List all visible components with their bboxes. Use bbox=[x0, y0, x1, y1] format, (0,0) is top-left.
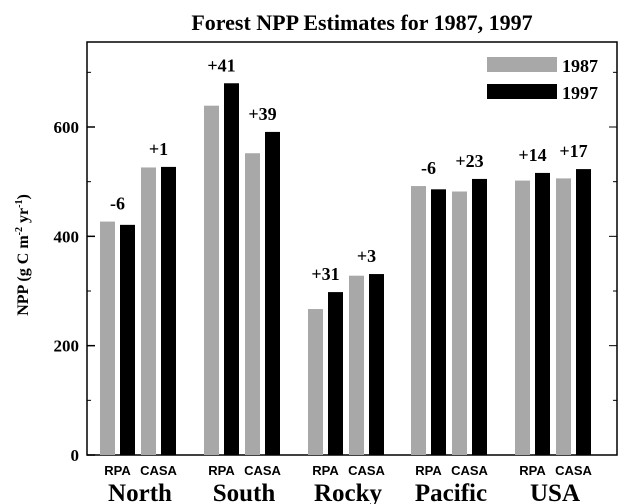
svg-text:NPP (g C m-2 yr-1): NPP (g C m-2 yr-1) bbox=[14, 194, 32, 316]
model-label: RPA bbox=[415, 463, 442, 478]
bar-rocky-rpa-1987 bbox=[308, 309, 323, 455]
model-label: RPA bbox=[519, 463, 546, 478]
y-tick-label: 0 bbox=[71, 446, 80, 465]
legend: 1987 1997 bbox=[487, 56, 598, 103]
group-label: North bbox=[108, 480, 172, 504]
x-axis-labels: RPA CASA North RPA CASA South RPA CASA Rocky RPA C… bbox=[104, 463, 592, 504]
change-label: +17 bbox=[559, 141, 587, 161]
y-axis-label-part: ) bbox=[15, 194, 32, 199]
bar-pacific-casa-1987 bbox=[452, 191, 467, 456]
model-label: CASA bbox=[555, 463, 592, 478]
y-tick-label: 600 bbox=[54, 118, 80, 137]
change-label: +39 bbox=[248, 104, 276, 124]
bar-rocky-casa-1987 bbox=[349, 275, 364, 455]
bar-rocky-casa-1997 bbox=[369, 274, 384, 455]
bar-north-rpa-1987 bbox=[100, 221, 115, 455]
y-tick-label: 200 bbox=[54, 337, 80, 356]
y-axis: 0 200 400 600 bbox=[54, 71, 95, 465]
change-label: +3 bbox=[357, 246, 376, 266]
group-label: USA bbox=[530, 480, 580, 504]
model-label: RPA bbox=[208, 463, 235, 478]
bar-usa-rpa-1997 bbox=[535, 172, 550, 456]
bar-south-rpa-1997 bbox=[224, 83, 239, 456]
change-label: -6 bbox=[110, 194, 125, 214]
legend-label-1997: 1997 bbox=[562, 83, 598, 103]
right-axis-ticks bbox=[609, 71, 617, 401]
change-label: +1 bbox=[149, 139, 168, 159]
model-label: RPA bbox=[312, 463, 339, 478]
y-axis-label-sup: -2 bbox=[14, 227, 25, 235]
bar-pacific-casa-1997 bbox=[472, 178, 487, 455]
bar-pacific-rpa-1997 bbox=[431, 189, 446, 455]
chart-title: Forest NPP Estimates for 1987, 1997 bbox=[191, 10, 532, 35]
model-label: CASA bbox=[451, 463, 488, 478]
group-label: Pacific bbox=[415, 480, 487, 504]
y-axis-label-part: NPP (g C m bbox=[15, 235, 32, 316]
bar-usa-casa-1987 bbox=[556, 178, 571, 456]
bar-south-casa-1997 bbox=[265, 131, 280, 456]
group-label: Rocky bbox=[314, 480, 383, 504]
bar-usa-casa-1997 bbox=[576, 169, 591, 456]
data-labels: -6 +1 +41 +39 +31 +3 -6 +23 +14 +17 bbox=[110, 55, 588, 284]
bar-usa-rpa-1987 bbox=[515, 180, 530, 455]
legend-label-1987: 1987 bbox=[562, 56, 598, 76]
bar-north-casa-1987 bbox=[141, 167, 156, 455]
group-label: South bbox=[213, 480, 276, 504]
bar-rocky-rpa-1997 bbox=[328, 292, 343, 455]
model-label: CASA bbox=[348, 463, 385, 478]
model-label: CASA bbox=[244, 463, 281, 478]
change-label: -6 bbox=[421, 158, 436, 178]
legend-swatch-1987 bbox=[487, 57, 557, 72]
y-axis-label: NPP (g C m-2 yr-1) bbox=[14, 194, 32, 316]
bar-south-casa-1987 bbox=[245, 153, 260, 456]
y-axis-label-part: yr bbox=[15, 208, 32, 227]
y-axis-label-sup: -1 bbox=[14, 200, 25, 208]
bars bbox=[100, 83, 591, 456]
change-label: +23 bbox=[455, 151, 483, 171]
bar-pacific-rpa-1987 bbox=[411, 186, 426, 456]
model-label: CASA bbox=[140, 463, 177, 478]
bar-north-rpa-1997 bbox=[120, 224, 135, 455]
y-tick-label: 400 bbox=[54, 227, 80, 246]
change-label: +14 bbox=[518, 145, 546, 165]
bar-north-casa-1997 bbox=[161, 166, 176, 455]
change-label: +31 bbox=[311, 264, 339, 284]
change-label: +41 bbox=[207, 55, 235, 75]
legend-swatch-1997 bbox=[487, 84, 557, 99]
bar-south-rpa-1987 bbox=[204, 105, 219, 456]
model-label: RPA bbox=[104, 463, 131, 478]
